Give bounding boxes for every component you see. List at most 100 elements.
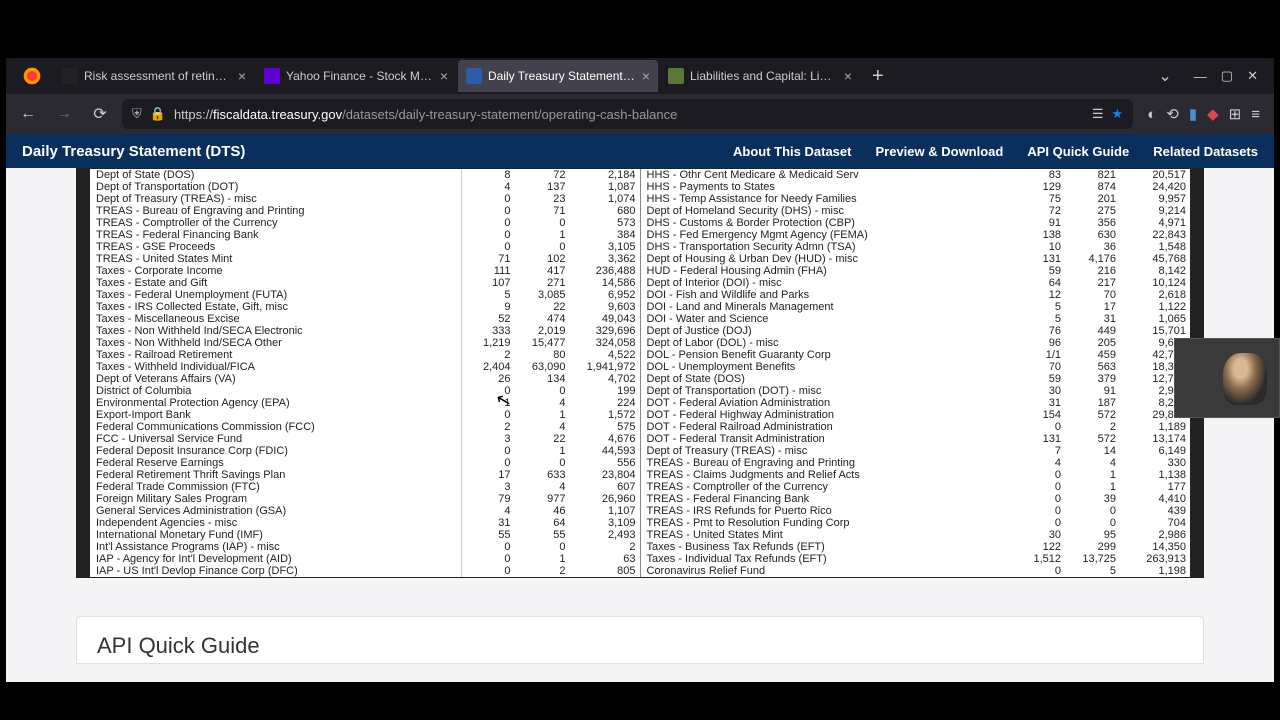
table-row: Taxes - IRS Collected Estate, Gift, misc…	[90, 301, 640, 313]
browser-tab[interactable]: Daily Treasury Statement (DTS)×	[458, 60, 658, 92]
page-content: Daily Treasury Statement (DTS) About Thi…	[6, 134, 1274, 682]
close-tab-icon[interactable]: ×	[642, 68, 650, 84]
table-row: HHS - Othr Cent Medicare & Medicaid Serv…	[641, 169, 1191, 181]
new-tab-button[interactable]: +	[862, 65, 894, 88]
nav-link[interactable]: API Quick Guide	[1027, 144, 1129, 159]
table-row: Federal Retirement Thrift Savings Plan17…	[90, 469, 640, 481]
table-row: Taxes - Individual Tax Refunds (EFT)1,51…	[641, 553, 1191, 565]
table-row: FCC - Universal Service Fund3224,676	[90, 433, 640, 445]
table-row: Dept of Labor (DOL) - misc962059,682	[641, 337, 1191, 349]
table-row: DOT - Federal Highway Administration1545…	[641, 409, 1191, 421]
table-row: TREAS - Bureau of Engraving and Printing…	[90, 205, 640, 217]
table-row: DHS - Customs & Border Protection (CBP)9…	[641, 217, 1191, 229]
table-row: TREAS - Federal Financing Bank0394,410	[641, 493, 1191, 505]
extension-icon-1[interactable]: ▮	[1189, 105, 1197, 123]
table-row: TREAS - GSE Proceeds003,105	[90, 241, 640, 253]
table-row: Dept of Treasury (TREAS) - misc0231,074	[90, 193, 640, 205]
extension-icon-2[interactable]: ◆	[1207, 105, 1219, 123]
table-row: Dept of Justice (DOJ)7644915,701	[641, 325, 1191, 337]
table-row: TREAS - Comptroller of the Currency00573	[90, 217, 640, 229]
close-window-button[interactable]: ✕	[1247, 68, 1258, 84]
url-input[interactable]: ⛨ 🔒 https://fiscaldata.treasury.gov/data…	[122, 99, 1133, 129]
webcam-overlay	[1174, 338, 1280, 418]
table-row: DOI - Water and Science5311,065	[641, 313, 1191, 325]
table-row: DOL - Unemployment Benefits7056318,346	[641, 361, 1191, 373]
menu-icon[interactable]: ≡	[1251, 106, 1260, 123]
tab-bar: Risk assessment of retinal vascu×Yahoo F…	[6, 58, 1274, 94]
browser-tab[interactable]: Risk assessment of retinal vascu×	[54, 60, 254, 92]
minimize-button[interactable]: —	[1194, 69, 1207, 84]
table-row: Federal Trade Commission (FTC)34607	[90, 481, 640, 493]
bookmark-star-icon[interactable]: ★	[1112, 106, 1124, 122]
table-row: District of Columbia00199	[90, 385, 640, 397]
table-row: DOI - Fish and Wildlife and Parks12702,6…	[641, 289, 1191, 301]
table-row: International Monetary Fund (IMF)55552,4…	[90, 529, 640, 541]
table-row: DHS - Transportation Security Admn (TSA)…	[641, 241, 1191, 253]
table-row: TREAS - IRS Refunds for Puerto Rico00439	[641, 505, 1191, 517]
nav-link[interactable]: Related Datasets	[1153, 144, 1258, 159]
table-row: TREAS - Bureau of Engraving and Printing…	[641, 457, 1191, 469]
table-row: HHS - Payments to States12987424,420	[641, 181, 1191, 193]
table-row: DHS - Fed Emergency Mgmt Agency (FEMA)13…	[641, 229, 1191, 241]
table-row: Dept of Interior (DOI) - misc6421710,124	[641, 277, 1191, 289]
table-row: Taxes - Withheld Individual/FICA2,40463,…	[90, 361, 640, 373]
back-button[interactable]: ←	[14, 100, 42, 128]
table-row: Federal Reserve Earnings00556	[90, 457, 640, 469]
table-row: Dept of Transportation (DOT) - misc30912…	[641, 385, 1191, 397]
table-row: Dept of State (DOS)5937912,701	[641, 373, 1191, 385]
extensions-icon[interactable]: ⊞	[1229, 105, 1242, 123]
table-row: Environmental Protection Agency (EPA)142…	[90, 397, 640, 409]
close-tab-icon[interactable]: ×	[844, 68, 852, 84]
nav-link[interactable]: About This Dataset	[733, 144, 851, 159]
table-row: Federal Communications Commission (FCC)2…	[90, 421, 640, 433]
table-row: TREAS - Claims Judgments and Relief Acts…	[641, 469, 1191, 481]
table-row: TREAS - United States Mint711023,362	[90, 253, 640, 265]
table-row: Taxes - Corporate Income111417236,488	[90, 265, 640, 277]
table-row: Export-Import Bank011,572	[90, 409, 640, 421]
browser-tab[interactable]: Yahoo Finance - Stock Market L×	[256, 60, 456, 92]
reader-icon[interactable]: ☰	[1092, 106, 1104, 122]
forward-button[interactable]: →	[50, 100, 78, 128]
table-left-column: Dept of State (DOS)8722,184Dept of Trans…	[90, 169, 641, 577]
api-quick-guide-section: API Quick Guide	[76, 616, 1204, 664]
table-row: Taxes - Non Withheld Ind/SECA Electronic…	[90, 325, 640, 337]
table-row: Independent Agencies - misc31643,109	[90, 517, 640, 529]
table-row: DOT - Federal Transit Administration1315…	[641, 433, 1191, 445]
table-row: TREAS - United States Mint30952,986	[641, 529, 1191, 541]
table-row: Taxes - Business Tax Refunds (EFT)122299…	[641, 541, 1191, 553]
table-row: Federal Deposit Insurance Corp (FDIC)014…	[90, 445, 640, 457]
firefox-icon	[18, 62, 46, 90]
table-row: Dept of State (DOS)8722,184	[90, 169, 640, 181]
page-title: Daily Treasury Statement (DTS)	[22, 143, 733, 160]
page-nav: About This Dataset Preview & Download API …	[733, 144, 1258, 159]
url-text: https://fiscaldata.treasury.gov/datasets…	[174, 107, 1084, 122]
table-row: Taxes - Federal Unemployment (FUTA)53,08…	[90, 289, 640, 301]
close-tab-icon[interactable]: ×	[238, 68, 246, 84]
table-row: TREAS - Comptroller of the Currency01177	[641, 481, 1191, 493]
sync-icon[interactable]: ⟲	[1166, 105, 1179, 123]
table-row: DOI - Land and Minerals Management5171,1…	[641, 301, 1191, 313]
maximize-button[interactable]: ▢	[1221, 68, 1233, 84]
table-row: Dept of Homeland Security (DHS) - misc72…	[641, 205, 1191, 217]
table-row: Dept of Treasury (TREAS) - misc7146,149	[641, 445, 1191, 457]
table-row: Dept of Housing & Urban Dev (HUD) - misc…	[641, 253, 1191, 265]
table-row: Taxes - Non Withheld Ind/SECA Other1,219…	[90, 337, 640, 349]
table-row: Foreign Military Sales Program7997726,96…	[90, 493, 640, 505]
close-tab-icon[interactable]: ×	[440, 68, 448, 84]
data-table-card: Dept of State (DOS)8722,184Dept of Trans…	[76, 168, 1204, 578]
table-row: Dept of Transportation (DOT)41371,087	[90, 181, 640, 193]
table-row: TREAS - Pmt to Resolution Funding Corp00…	[641, 517, 1191, 529]
table-row: Taxes - Estate and Gift10727114,586	[90, 277, 640, 289]
table-right-column: HHS - Othr Cent Medicare & Medicaid Serv…	[641, 169, 1191, 577]
table-row: HHS - Temp Assistance for Needy Families…	[641, 193, 1191, 205]
pocket-icon[interactable]: ◐	[1147, 106, 1156, 123]
address-bar: ← → ⟳ ⛨ 🔒 https://fiscaldata.treasury.go…	[6, 94, 1274, 134]
nav-link[interactable]: Preview & Download	[875, 144, 1003, 159]
reload-button[interactable]: ⟳	[86, 100, 114, 128]
table-row: IAP - Agency for Int'l Development (AID)…	[90, 553, 640, 565]
table-row: DOL - Pension Benefit Guaranty Corp1/145…	[641, 349, 1191, 361]
api-quick-guide-heading: API Quick Guide	[97, 633, 1183, 659]
tabs-dropdown-icon[interactable]: ⌄	[1148, 66, 1181, 86]
table-row: TREAS - Federal Financing Bank01384	[90, 229, 640, 241]
browser-tab[interactable]: Liabilities and Capital: Liabiliti×	[660, 60, 860, 92]
